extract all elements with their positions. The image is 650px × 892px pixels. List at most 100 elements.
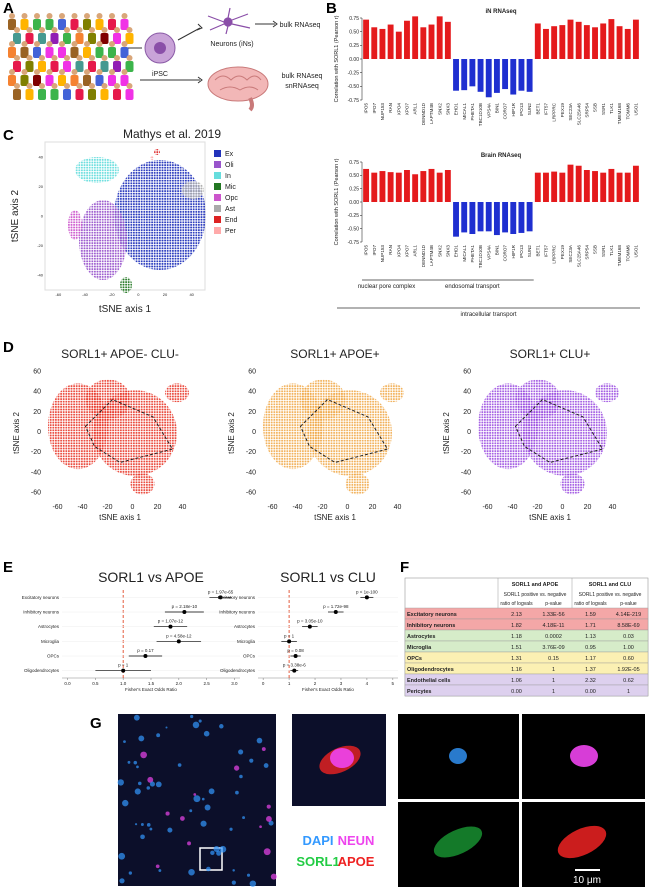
- person-body: [75, 33, 84, 44]
- bar: [485, 202, 492, 232]
- table-cell: 1.06: [511, 678, 522, 684]
- x-tick-label: CORO7: [503, 245, 508, 262]
- person-head: [14, 27, 20, 33]
- person-head: [89, 55, 95, 61]
- nucleus: [270, 873, 277, 880]
- nucleus: [235, 790, 239, 795]
- x-tick-label: TBC1D10B: [478, 103, 483, 126]
- nucleus: [259, 825, 262, 829]
- x-tick-label: -60: [267, 504, 277, 511]
- bar: [428, 24, 435, 60]
- bar: [632, 19, 639, 59]
- nucleus: [249, 880, 257, 887]
- person-body: [25, 61, 34, 72]
- nucleus: [190, 714, 194, 719]
- table-column-header: ratio of logvals: [574, 601, 607, 607]
- nucleus: [187, 841, 192, 846]
- person-body: [63, 61, 71, 72]
- y-tick-label: 0.50: [349, 29, 359, 35]
- person-head: [59, 41, 65, 47]
- scale-label: 10 μm: [573, 875, 601, 886]
- table-cell: 0.62: [623, 678, 634, 684]
- axis-label: tSNE axis 2: [10, 189, 21, 242]
- y-tick-label: 0.75: [349, 16, 359, 22]
- assay-label: bulk RNAseq: [282, 73, 323, 80]
- person-body: [75, 89, 84, 100]
- x-tick-label: IPO13: [519, 103, 524, 116]
- x-tick-label: XPO7: [405, 103, 410, 116]
- cell-cloud: [165, 383, 189, 403]
- bar: [624, 172, 631, 202]
- group-label: intracellular transport: [460, 312, 516, 318]
- person-body: [88, 89, 96, 100]
- person-head: [51, 83, 58, 89]
- person-body: [33, 75, 41, 86]
- chart-title: SORL1 vs CLU: [280, 569, 376, 585]
- x-tick-label: ARL1: [413, 245, 418, 257]
- person-body: [38, 89, 46, 100]
- person-head: [51, 55, 58, 61]
- y-tick-label: -40: [246, 469, 256, 476]
- chart-title: SORL1 vs APOE: [98, 569, 204, 585]
- bar: [412, 16, 419, 59]
- person-body: [83, 19, 91, 30]
- table-cell: 0.95: [585, 645, 596, 651]
- bar: [608, 168, 615, 202]
- person-head: [51, 27, 58, 33]
- person-body: [13, 33, 21, 44]
- person-head: [59, 13, 65, 19]
- person-head: [39, 83, 45, 89]
- bar: [379, 28, 386, 59]
- nucleus: [219, 845, 227, 853]
- x-tick-label: 0: [262, 681, 265, 686]
- person-body: [20, 19, 29, 30]
- table-cell: 1.51: [511, 645, 522, 651]
- person-head: [14, 83, 20, 89]
- cohort-icons: [8, 13, 134, 100]
- x-tick-label: 3.0: [231, 681, 238, 686]
- x-tick-label: DENND1D: [421, 102, 426, 125]
- person-head: [71, 69, 78, 75]
- cell-cloud: [560, 473, 585, 495]
- person-head: [76, 55, 83, 61]
- x-tick-label: IPO5: [364, 245, 369, 256]
- y-axis-label: Correlation with SORL1 (Pearson r): [334, 158, 340, 245]
- table-cell: 1.71: [585, 623, 596, 629]
- x-tick-label: USO1: [634, 245, 639, 258]
- cluster-cloud: [120, 277, 132, 293]
- x-tick-label: NUP153: [380, 103, 385, 121]
- stain-label: SORL1: [296, 854, 339, 869]
- x-tick-label: 3: [340, 681, 343, 686]
- bar: [534, 172, 541, 202]
- table-cell: 1: [627, 689, 630, 695]
- table-cell: 1.33E-56: [542, 612, 564, 618]
- nucleus: [158, 869, 162, 872]
- stain-label: APOE: [338, 854, 375, 869]
- x-tick-label: 0: [561, 504, 565, 511]
- bar: [592, 171, 598, 202]
- nucleus: [192, 721, 200, 729]
- p-value-label: p = 1.97e-65: [208, 589, 234, 594]
- estimate-point: [121, 668, 126, 673]
- x-tick-label: CORO7: [503, 103, 508, 120]
- nucleus: [268, 820, 274, 826]
- cell-cloud: [85, 379, 131, 420]
- x-tick-label: SSR1: [601, 103, 606, 115]
- x-tick-label: 2.5: [203, 681, 210, 686]
- person-body: [83, 75, 91, 86]
- table-cell: 2.13: [511, 612, 522, 618]
- nucleus: [233, 765, 240, 771]
- zoom-box: [199, 847, 223, 871]
- table-cell: 3.76E-09: [542, 645, 564, 651]
- legend-swatch: [214, 150, 221, 157]
- person-body: [125, 61, 134, 72]
- table-column-header: p-value: [620, 601, 637, 607]
- brain-icon: [207, 66, 269, 112]
- table-cell: 1.31: [511, 656, 522, 662]
- x-tick-label: -40: [292, 504, 302, 511]
- bar: [510, 59, 517, 95]
- person-head: [114, 83, 120, 89]
- x-tick-label: HIP1R: [511, 244, 516, 258]
- category-label: Inhibitory neurons: [219, 610, 256, 615]
- x-tick-label: SUN2: [527, 103, 532, 116]
